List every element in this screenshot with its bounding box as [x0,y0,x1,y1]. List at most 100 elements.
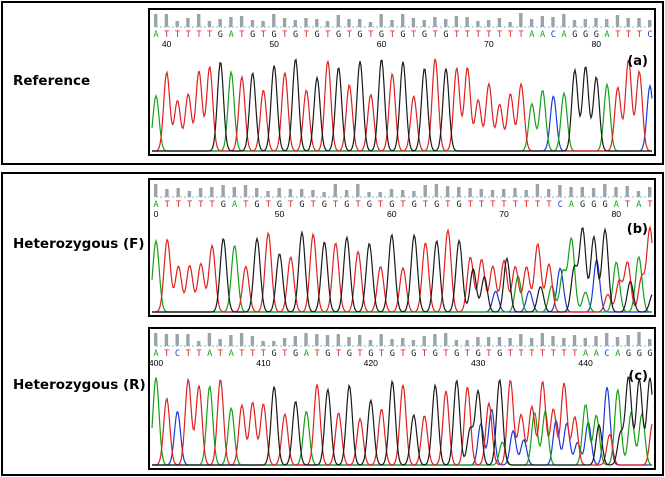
base-call: G [254,200,259,210]
base-call: T [282,30,287,40]
base-call: G [637,349,642,359]
base-call: T [540,349,545,359]
position-label: 60 [387,209,397,219]
position-label: 0 [154,209,159,219]
quality-bar [207,21,212,27]
quality-bar [197,341,201,346]
base-call: G [389,200,394,210]
base-call: T [519,30,524,40]
base-call: T [433,30,438,40]
base-call: T [333,200,338,210]
base-call: G [218,30,223,40]
quality-bar [648,187,652,197]
quality-bar [603,184,607,197]
base-call: T [400,349,405,359]
quality-bar [625,186,629,197]
quality-bar [445,186,450,197]
base-call: T [357,349,362,359]
quality-bar [562,338,566,346]
quality-bar [304,333,308,346]
quality-bar [433,17,437,27]
quality-bar [322,192,326,197]
base-call: T [626,30,631,40]
base-call: G [422,30,427,40]
quality-bar [551,336,555,346]
base-call: T [508,349,513,359]
base-call: T [479,200,484,210]
base-call: T [490,200,495,210]
quality-bar [229,335,233,346]
quality-bar [594,18,598,27]
base-call: G [433,349,438,359]
base-call: G [434,200,439,210]
base-call: T [486,30,491,40]
quality-bar [389,189,394,197]
base-call: G [250,30,255,40]
position-label: 410 [256,358,271,368]
base-call: T [501,200,506,210]
quality-bar [444,333,448,346]
position-label: 80 [592,39,602,49]
quality-bar [293,336,297,346]
quality-bar [154,333,158,346]
quality-bar [508,338,512,346]
position-label: 40 [162,39,172,49]
base-call: G [322,200,327,210]
base-call: T [378,200,383,210]
quality-bar [336,334,340,346]
base-call: T [615,30,620,40]
base-call: G [411,349,416,359]
side-label-reference: Reference [13,73,91,89]
quality-bar [356,184,360,197]
side-label-heterozygous-f: Heterozygous (F) [13,236,145,252]
quality-bar [261,341,265,346]
quality-bar [502,189,506,197]
base-call: G [390,349,395,359]
quality-bar [315,334,319,346]
position-label: 50 [275,209,285,219]
quality-bar [605,19,609,27]
quality-bar [255,188,259,197]
base-call: A [540,30,546,40]
base-call: T [239,349,244,359]
quality-bar [524,190,528,197]
base-call: T [379,349,384,359]
base-call: G [357,30,362,40]
quality-bar [229,17,233,27]
base-call: A [153,349,159,359]
base-call: A [604,30,610,40]
base-call: C [647,30,652,40]
base-call: G [379,30,384,40]
quality-bar [164,14,169,27]
quality-bar [605,333,609,346]
base-call: G [572,30,577,40]
base-call: T [508,30,513,40]
base-call: G [443,30,448,40]
quality-bar [457,187,461,197]
quality-bar [175,21,179,27]
quality-bar [198,188,203,197]
quality-bar [300,189,304,197]
quality-bar [519,13,523,27]
quality-bar [315,19,319,27]
base-call: G [476,349,481,359]
base-call: A [615,349,621,359]
quality-bar [304,18,308,27]
base-call: G [647,349,652,359]
quality-bar [261,21,265,27]
base-call: T [497,30,502,40]
base-call: T [250,349,255,359]
trace-g [152,58,652,152]
quality-bars [154,13,652,27]
base-call: G [277,200,282,210]
quality-bar [591,188,596,197]
quality-bar [186,334,190,346]
base-call: T [325,30,330,40]
quality-bar [282,338,287,346]
quality-bar [368,340,373,346]
base-call: A [614,200,620,210]
base-call: G [299,200,304,210]
base-call: T [637,30,642,40]
quality-bars [154,184,652,197]
